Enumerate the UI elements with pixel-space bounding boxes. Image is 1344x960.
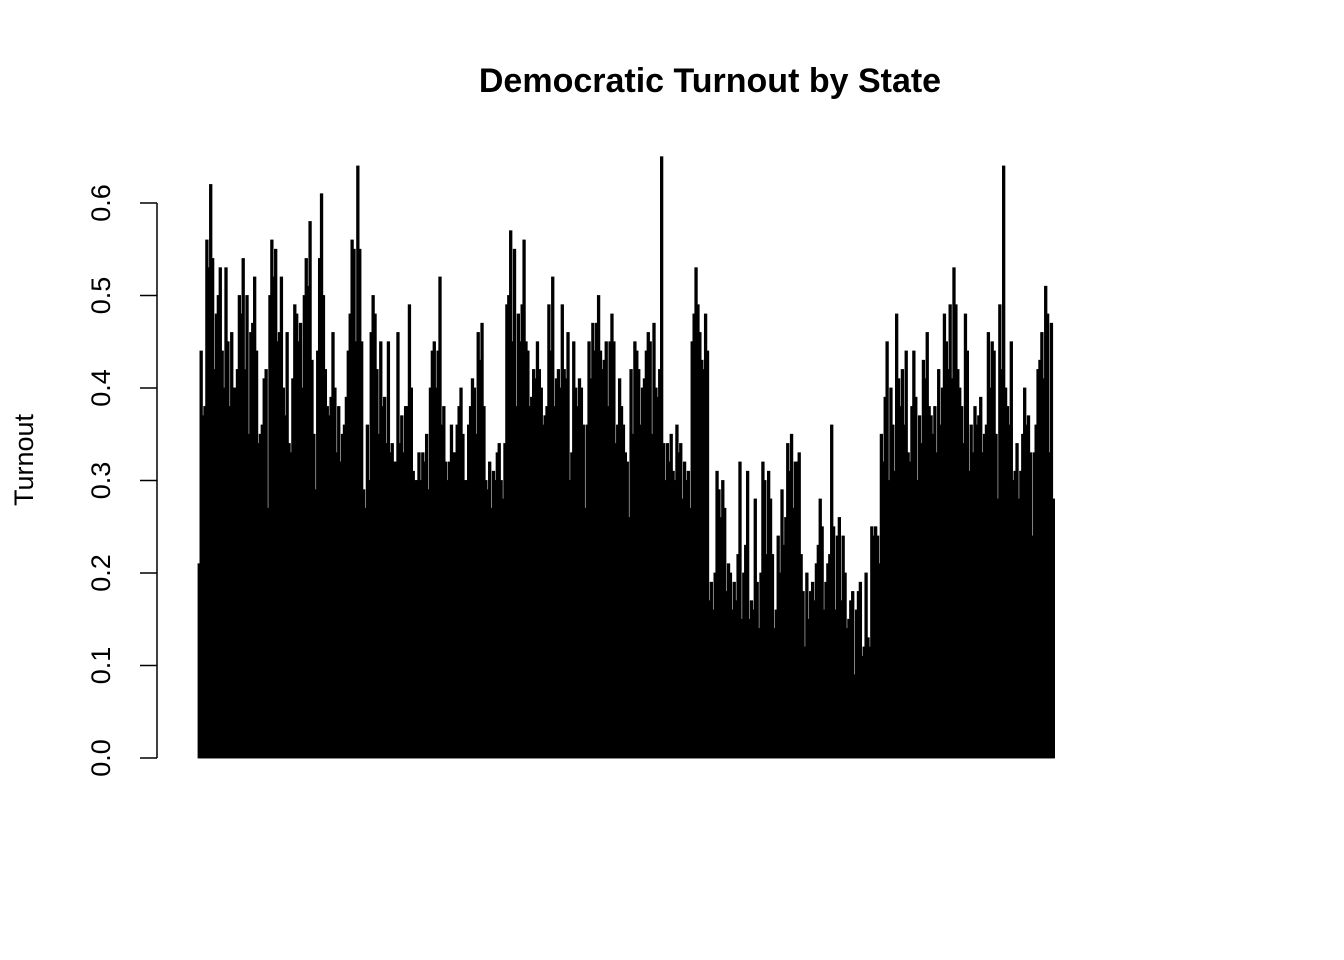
bar: [1051, 498, 1055, 759]
y-tick-label: 0.3: [86, 462, 116, 500]
bar: [705, 350, 710, 759]
y-tick-label: 0.5: [86, 277, 116, 315]
chart-title: Democratic Turnout by State: [479, 62, 941, 100]
bar: [745, 470, 750, 759]
bars-group: [197, 156, 1055, 759]
y-tick-label: 0.0: [86, 739, 116, 777]
y-axis-label: Turnout: [9, 413, 39, 506]
y-tick-label: 0.1: [86, 647, 116, 685]
y-tick-label: 0.2: [86, 554, 116, 592]
y-tick-label: 0.6: [86, 184, 116, 222]
bar: [738, 461, 742, 759]
y-tick-label: 0.4: [86, 369, 116, 407]
y-axis: 0.0 0.1 0.2 0.3 0.4 0.5 0.6: [86, 184, 158, 777]
